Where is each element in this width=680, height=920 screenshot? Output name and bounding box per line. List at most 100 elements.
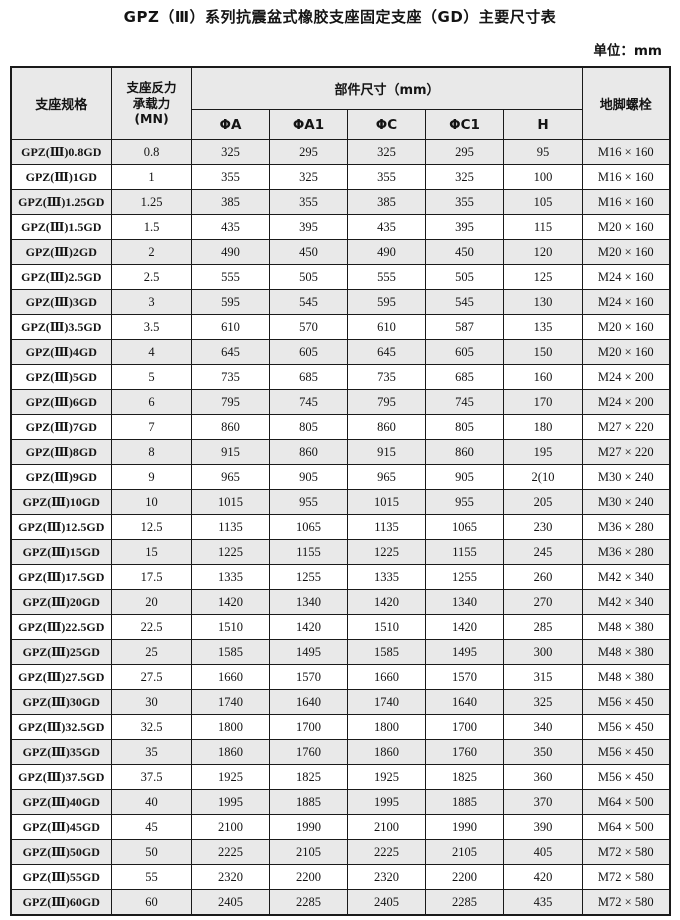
- table-row: GPZ(Ⅲ)7GD 7 860 805 860 805 180 M27 × 220: [10, 414, 670, 440]
- phi-a1-cell: 1700: [269, 714, 348, 740]
- table-row: GPZ(Ⅲ)5GD 5 735 685 735 685 160 M24 × 200: [10, 364, 670, 390]
- phi-c1-cell: 587: [425, 314, 504, 340]
- phi-a1-cell: 1640: [269, 689, 348, 715]
- h-cell: 420: [503, 864, 583, 890]
- spec-cell: GPZ(Ⅲ)7GD: [10, 414, 112, 440]
- spec-cell: GPZ(Ⅲ)1.25GD: [10, 189, 112, 215]
- phi-c1-cell: 1990: [425, 814, 504, 840]
- anchor-bolt-cell: M48 × 380: [582, 664, 670, 690]
- table-row: GPZ(Ⅲ)32.5GD 32.5 1800 1700 1800 1700 340 M56 ×…: [10, 714, 670, 740]
- load-capacity-cell: 45: [111, 814, 192, 840]
- phi-c-cell: 1860: [347, 739, 426, 765]
- phi-a-cell: 2100: [191, 814, 270, 840]
- phi-a-cell: 1585: [191, 639, 270, 665]
- phi-c1-cell: 2200: [425, 864, 504, 890]
- spec-cell: GPZ(Ⅲ)55GD: [10, 864, 112, 890]
- anchor-bolt-cell: M20 × 160: [582, 214, 670, 240]
- phi-c1-cell: 2105: [425, 839, 504, 865]
- table-row: GPZ(Ⅲ)37.5GD 37.5 1925 1825 1925 1825 360 M56 ×…: [10, 764, 670, 790]
- phi-c-cell: 1420: [347, 589, 426, 615]
- phi-a-cell: 1135: [191, 514, 270, 540]
- load-capacity-cell: 3: [111, 289, 192, 315]
- load-capacity-cell: 2: [111, 239, 192, 265]
- phi-c-cell: 735: [347, 364, 426, 390]
- spec-cell: GPZ(Ⅲ)2.5GD: [10, 264, 112, 290]
- phi-c1-cell: 450: [425, 239, 504, 265]
- spec-cell: GPZ(Ⅲ)32.5GD: [10, 714, 112, 740]
- load-capacity-cell: 22.5: [111, 614, 192, 640]
- phi-a1-cell: 1065: [269, 514, 348, 540]
- h-cell: 95: [503, 139, 583, 165]
- header-row-group: 支座规格 支座反力 承载力 (MN) 部件尺寸（mm） 地脚螺栓: [10, 66, 670, 140]
- load-capacity-cell: 1: [111, 164, 192, 190]
- spec-cell: GPZ(Ⅲ)37.5GD: [10, 764, 112, 790]
- table-body: GPZ(Ⅲ)0.8GD 0.8 325 295 325 295 95 M16 × 160 GPZ…: [10, 139, 670, 916]
- phi-c-cell: 965: [347, 464, 426, 490]
- table-row: GPZ(Ⅲ)9GD 9 965 905 965 905 2(10 M30 × 240: [10, 464, 670, 490]
- phi-a-cell: 610: [191, 314, 270, 340]
- phi-a1-cell: 295: [269, 139, 348, 165]
- dimension-table: 支座规格 支座反力 承载力 (MN) 部件尺寸（mm） 地脚螺栓 ΦA ΦA1 …: [9, 66, 671, 916]
- spec-cell: GPZ(Ⅲ)45GD: [10, 814, 112, 840]
- spec-cell: GPZ(Ⅲ)1.5GD: [10, 214, 112, 240]
- h-cell: 150: [503, 339, 583, 365]
- anchor-bolt-cell: M72 × 580: [582, 864, 670, 890]
- phi-a-cell: 355: [191, 164, 270, 190]
- phi-a-cell: 735: [191, 364, 270, 390]
- phi-a1-cell: 860: [269, 439, 348, 465]
- phi-c1-cell: 1155: [425, 539, 504, 565]
- anchor-bolt-cell: M27 × 220: [582, 414, 670, 440]
- table-row: GPZ(Ⅲ)1GD 1 355 325 355 325 100 M16 × 160: [10, 164, 670, 190]
- phi-c1-cell: 1340: [425, 589, 504, 615]
- phi-c-cell: 1225: [347, 539, 426, 565]
- phi-c-cell: 2405: [347, 889, 426, 916]
- anchor-bolt-cell: M24 × 200: [582, 389, 670, 415]
- h-cell: 120: [503, 239, 583, 265]
- h-cell: 360: [503, 764, 583, 790]
- table-row: GPZ(Ⅲ)4GD 4 645 605 645 605 150 M20 × 160: [10, 339, 670, 365]
- spec-cell: GPZ(Ⅲ)20GD: [10, 589, 112, 615]
- anchor-bolt-cell: M64 × 500: [582, 789, 670, 815]
- spec-cell: GPZ(Ⅲ)22.5GD: [10, 614, 112, 640]
- phi-a1-cell: 1495: [269, 639, 348, 665]
- phi-a-cell: 1925: [191, 764, 270, 790]
- header-load-capacity: 支座反力 承载力 (MN): [111, 66, 192, 140]
- h-cell: 245: [503, 539, 583, 565]
- phi-a-cell: 1420: [191, 589, 270, 615]
- spec-cell: GPZ(Ⅲ)60GD: [10, 889, 112, 916]
- phi-a1-cell: 2105: [269, 839, 348, 865]
- header-anchor-bolt: 地脚螺栓: [582, 66, 670, 140]
- load-capacity-cell: 0.8: [111, 139, 192, 165]
- anchor-bolt-cell: M72 × 580: [582, 889, 670, 916]
- table-row: GPZ(Ⅲ)12.5GD 12.5 1135 1065 1135 1065 230 M36 ×…: [10, 514, 670, 540]
- anchor-bolt-cell: M36 × 280: [582, 539, 670, 565]
- spec-cell: GPZ(Ⅲ)2GD: [10, 239, 112, 265]
- load-capacity-cell: 20: [111, 589, 192, 615]
- phi-a-cell: 1995: [191, 789, 270, 815]
- phi-a-cell: 965: [191, 464, 270, 490]
- phi-c-cell: 2225: [347, 839, 426, 865]
- h-cell: 370: [503, 789, 583, 815]
- h-cell: 340: [503, 714, 583, 740]
- phi-c-cell: 1335: [347, 564, 426, 590]
- header-phi-c: ΦC: [347, 109, 426, 140]
- header-h: H: [503, 109, 583, 140]
- anchor-bolt-cell: M64 × 500: [582, 814, 670, 840]
- load-capacity-cell: 10: [111, 489, 192, 515]
- anchor-bolt-cell: M16 × 160: [582, 189, 670, 215]
- anchor-bolt-cell: M42 × 340: [582, 589, 670, 615]
- page-title: GPZ（Ⅲ）系列抗震盆式橡胶支座固定支座（GD）主要尺寸表: [123, 8, 557, 26]
- anchor-bolt-cell: M27 × 220: [582, 439, 670, 465]
- load-capacity-cell: 8: [111, 439, 192, 465]
- table-row: GPZ(Ⅲ)10GD 10 1015 955 1015 955 205 M30 × 240: [10, 489, 670, 515]
- spec-cell: GPZ(Ⅲ)27.5GD: [10, 664, 112, 690]
- spec-cell: GPZ(Ⅲ)9GD: [10, 464, 112, 490]
- phi-c-cell: 610: [347, 314, 426, 340]
- anchor-bolt-cell: M16 × 160: [582, 139, 670, 165]
- load-capacity-cell: 27.5: [111, 664, 192, 690]
- h-cell: 350: [503, 739, 583, 765]
- h-cell: 435: [503, 889, 583, 916]
- phi-c1-cell: 395: [425, 214, 504, 240]
- h-cell: 160: [503, 364, 583, 390]
- h-cell: 170: [503, 389, 583, 415]
